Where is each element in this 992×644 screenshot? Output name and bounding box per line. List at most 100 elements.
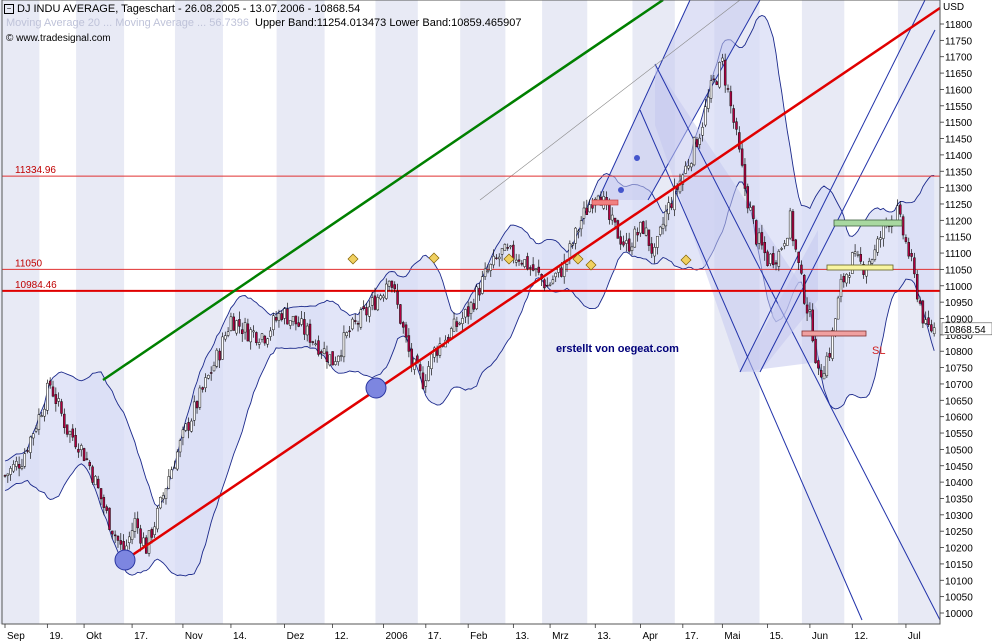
candle-body [32, 433, 35, 439]
y-tick-label: 10050 [945, 593, 973, 604]
x-tick-label: Jun [812, 631, 828, 642]
candle-body [255, 332, 258, 344]
candle-body [721, 57, 724, 62]
candle-body [368, 306, 371, 317]
candle-body [232, 316, 236, 331]
candle-body [681, 174, 685, 185]
candle-body [29, 436, 32, 453]
candle-body [619, 236, 622, 245]
candle-body [427, 366, 430, 381]
x-tick-label: 12. [335, 631, 349, 642]
candle-body [836, 297, 840, 320]
candle-body [452, 318, 456, 332]
stop-loss-box [801, 330, 867, 337]
falling-channel-upper [654, 63, 941, 621]
candle-body [873, 249, 877, 260]
candle-body [133, 518, 137, 532]
y-tick-label: 10400 [945, 478, 973, 489]
candle-body [407, 335, 411, 352]
candle-body [630, 246, 634, 251]
candle-body [650, 243, 653, 254]
horizontal-levels: 11334.96 11050 10984.46 [2, 165, 940, 292]
candle-body [263, 335, 267, 344]
background-stripe [542, 0, 588, 624]
candle-body [184, 423, 187, 431]
candle-body [207, 374, 210, 379]
candle-body [102, 497, 106, 508]
candle-body [695, 139, 699, 148]
faded-indicator-legend: Moving Average 20 ... Moving Average ...… [6, 17, 249, 29]
candle-body [633, 228, 637, 248]
candle-body [664, 210, 668, 227]
candle-body [401, 322, 405, 328]
candle-body [738, 132, 741, 150]
candle-body [139, 528, 142, 544]
candle-body [647, 229, 651, 246]
candle-body [529, 267, 532, 269]
y-tick-label: 11750 [945, 36, 973, 47]
candle-body [851, 252, 854, 274]
candle-body [96, 478, 100, 489]
y-tick-label: 10600 [945, 413, 973, 424]
candle-body [856, 254, 860, 256]
candle-body [449, 328, 453, 339]
rising-channel-upper [739, 0, 926, 373]
candle-body [424, 380, 428, 387]
candle-body [348, 330, 351, 333]
candle-body [472, 303, 476, 310]
candle-body [458, 322, 461, 325]
y-tick-label: 11250 [945, 200, 973, 211]
candle-body [757, 232, 761, 244]
x-tick-label: Jul [908, 631, 921, 642]
candle-body [15, 461, 18, 467]
diamond-marker [572, 253, 584, 265]
title-row: − DJ INDU AVERAGE, Tageschart - 26.08.200… [4, 3, 360, 15]
y-tick-label: 10300 [945, 511, 973, 522]
candle-body [192, 401, 196, 421]
candle-body [534, 268, 538, 270]
diamond-marker [428, 252, 440, 264]
candle-body [356, 323, 360, 325]
candle-body [421, 372, 425, 389]
candle-body [760, 232, 764, 246]
candle-body [859, 254, 862, 262]
source-credit[interactable]: © www.tradesignal.com [6, 33, 111, 44]
x-tick-label: Okt [86, 631, 102, 642]
diamond-marker [585, 259, 597, 271]
candle-body [150, 529, 154, 538]
candle-body [303, 319, 306, 335]
x-tick-label: 15. [770, 631, 784, 642]
stop-loss-label: SL [872, 345, 885, 357]
channel-line [597, 0, 691, 201]
candle-body [896, 205, 899, 222]
candle-body [506, 247, 509, 249]
annotation-shapes: SL [114, 155, 903, 571]
candle-body [37, 414, 41, 430]
candle-body [921, 300, 925, 324]
candle-body [339, 355, 343, 357]
candle-body [692, 137, 696, 166]
candle-body [788, 210, 792, 239]
x-tick-label: Mrz [552, 631, 569, 642]
candle-body [531, 264, 535, 271]
candle-body [574, 227, 577, 244]
candle-body [455, 321, 459, 327]
candle-body [769, 253, 772, 264]
y-tick-label: 11200 [945, 216, 973, 227]
candle-body [173, 467, 176, 469]
candle-body [729, 91, 733, 107]
candle-body [656, 235, 659, 248]
candle-body [667, 202, 670, 215]
x-tick-label: Nov [185, 631, 203, 642]
candle-body [794, 239, 798, 250]
y-tick-label: 10850 [945, 331, 973, 342]
candle-body [924, 319, 927, 324]
x-tick-label: 17. [428, 631, 442, 642]
x-tick-label: 17. [134, 631, 148, 642]
candle-body [294, 315, 298, 325]
collapse-icon[interactable]: − [4, 4, 14, 15]
candle-body [280, 313, 284, 320]
candle-body [430, 353, 433, 369]
